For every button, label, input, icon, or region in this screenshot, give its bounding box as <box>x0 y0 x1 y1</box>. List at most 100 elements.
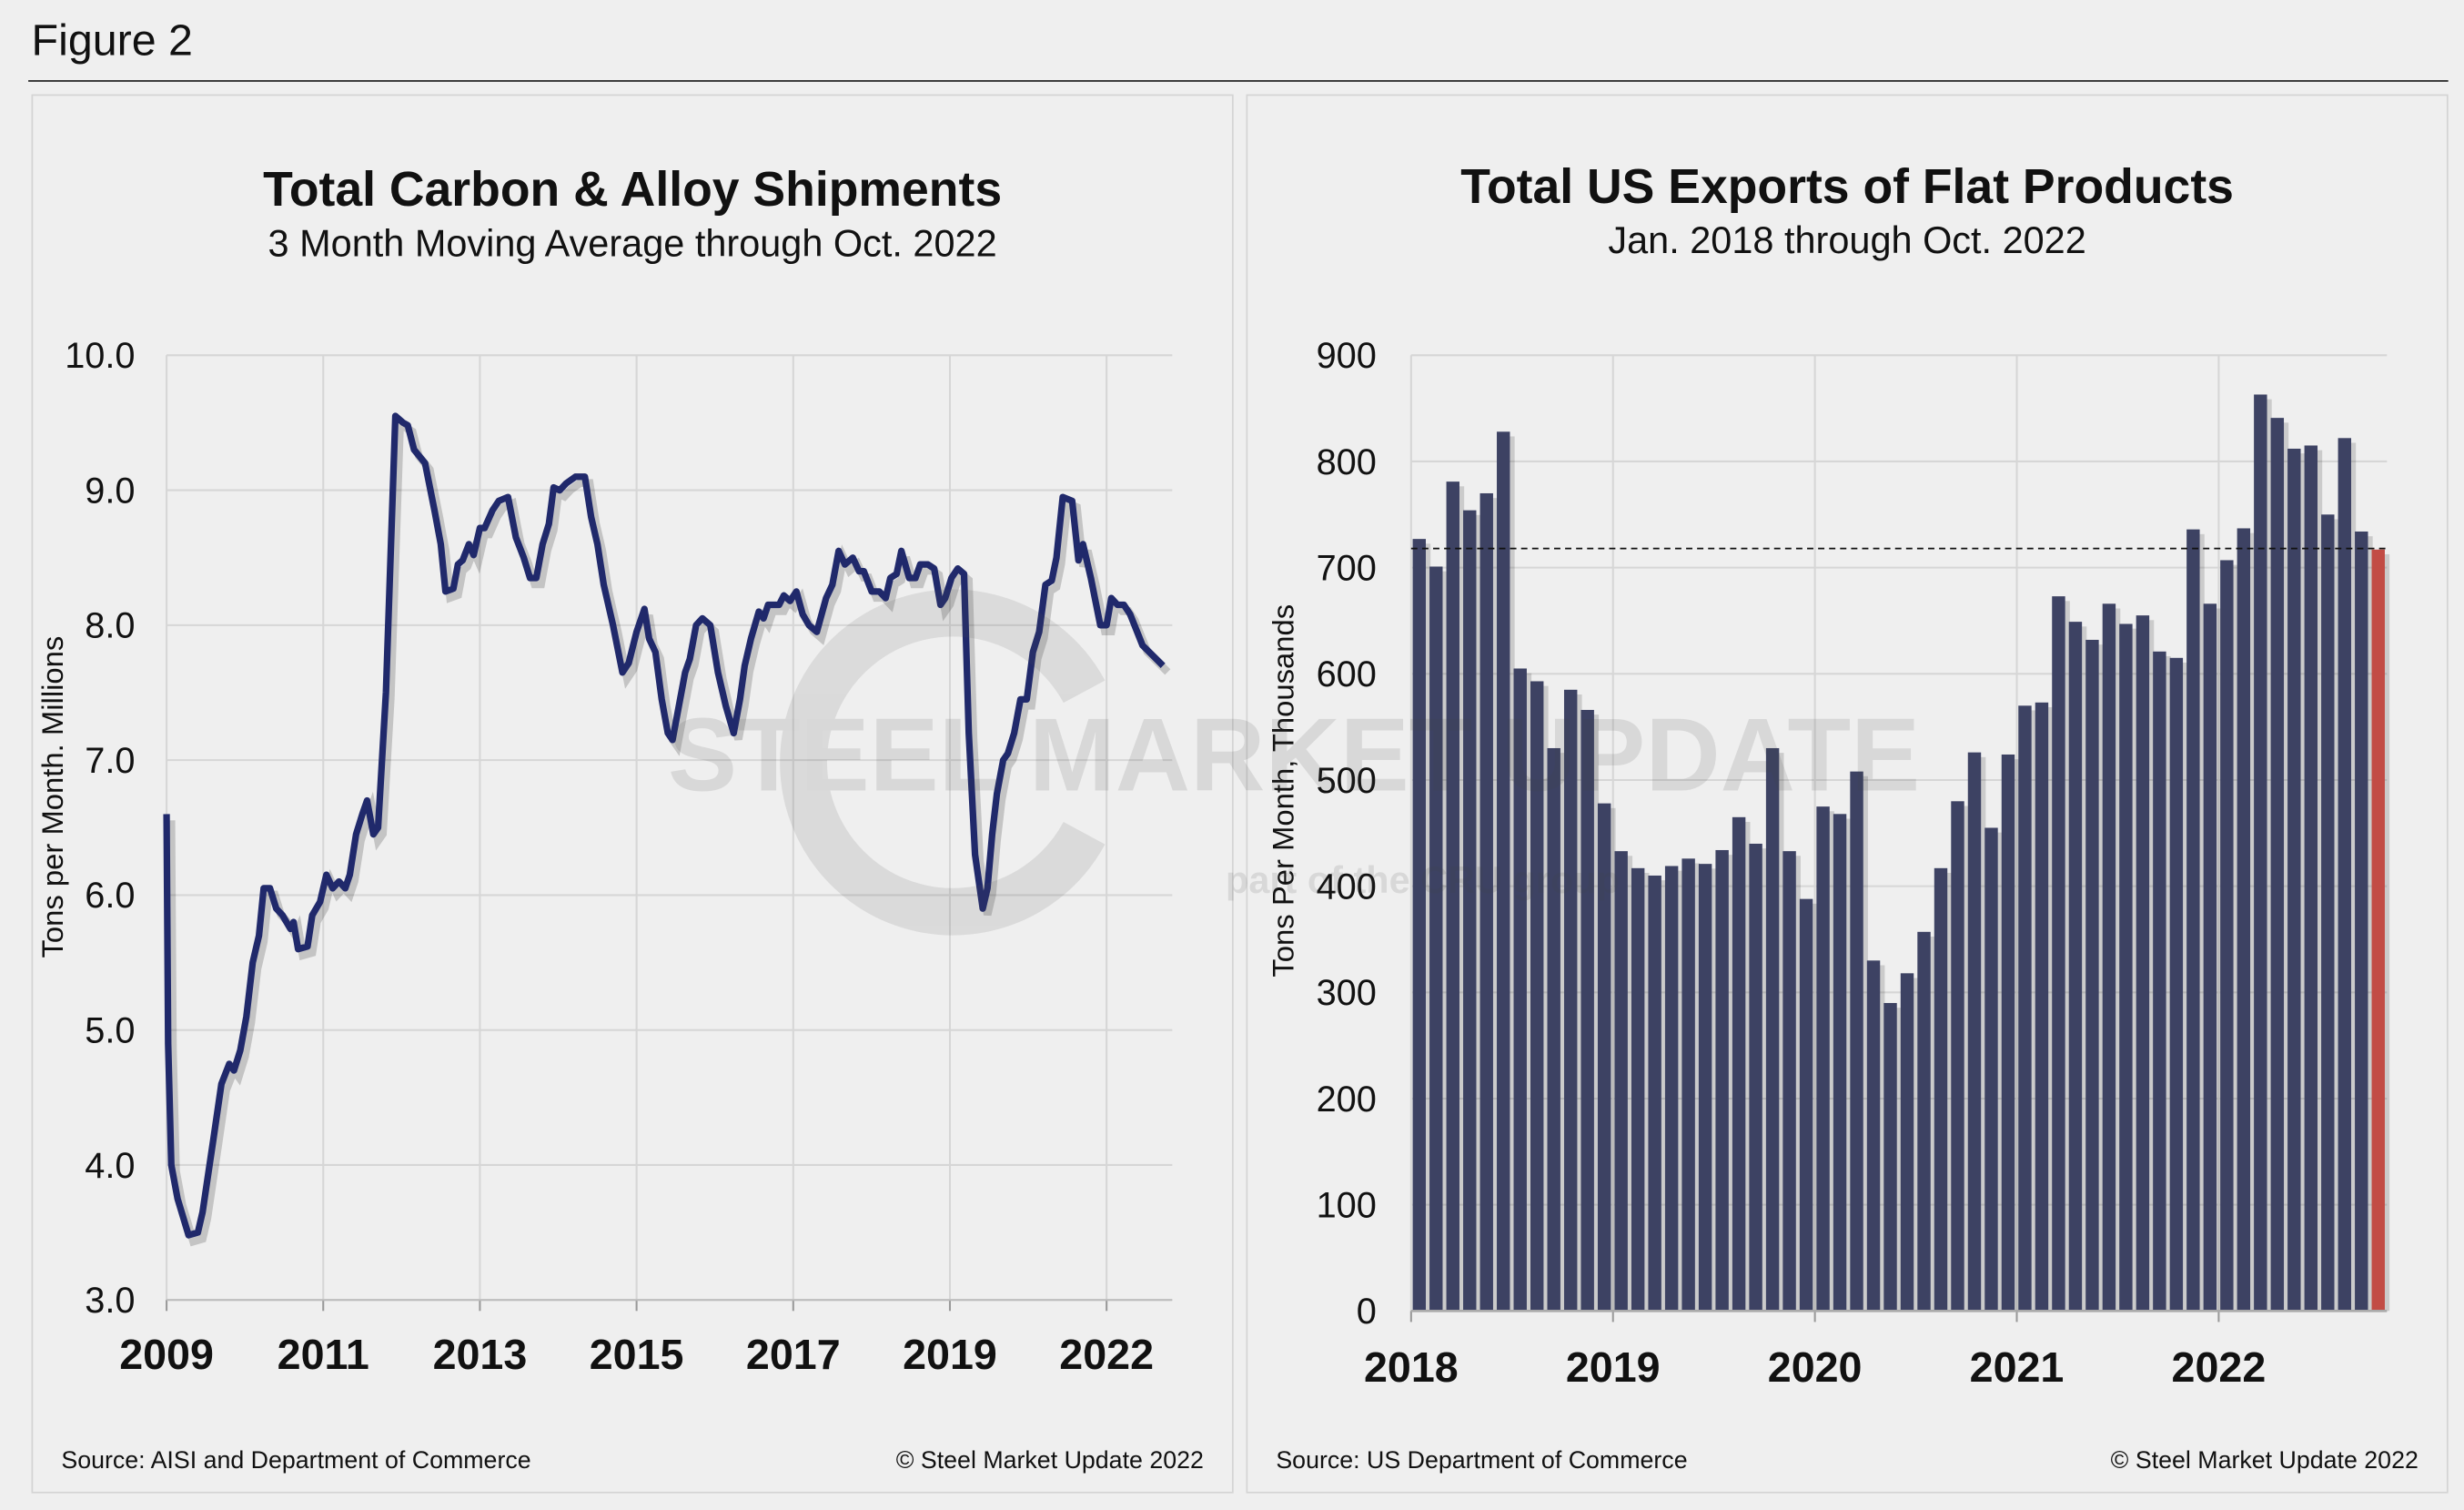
source-note: Source: US Department of Commerce <box>1276 1447 1688 1475</box>
chart-subtitle: 3 Month Moving Average through Oct. 2022 <box>268 223 997 266</box>
y-tick-label: 600 <box>1317 654 1377 694</box>
bar <box>1934 867 1948 1312</box>
y-tick-label: 4.0 <box>85 1146 135 1186</box>
x-tick-label: 2017 <box>746 1331 841 1378</box>
bar <box>1597 803 1611 1312</box>
bar <box>2270 418 2285 1312</box>
y-axis-title: Tons per Month. Millions <box>37 635 71 958</box>
bar <box>1446 481 1459 1312</box>
bar <box>2136 615 2150 1312</box>
bar-latest <box>2371 549 2385 1312</box>
shipments-series-line <box>163 412 1166 1239</box>
bar <box>2355 531 2368 1312</box>
x-tick-label: 2019 <box>1566 1343 1661 1391</box>
copyright-note: © Steel Market Update 2022 <box>2110 1447 2419 1475</box>
x-tick-label: 2022 <box>2172 1343 2267 1391</box>
bar <box>1732 816 1746 1312</box>
bar <box>2254 394 2267 1312</box>
bar <box>2338 438 2351 1312</box>
bar <box>1563 689 1578 1312</box>
bar <box>1698 864 1712 1312</box>
x-tick-label: 2021 <box>1970 1343 2065 1391</box>
x-tick-label: 2015 <box>590 1331 684 1378</box>
title-divider <box>28 80 2449 82</box>
chart-subtitle: Jan. 2018 through Oct. 2022 <box>1608 219 2086 263</box>
figure-title: Figure 2 <box>31 15 193 65</box>
bar <box>2304 445 2318 1312</box>
exports-chart: 0 100 200 300 400 500 600 700 800 900 2018 2019 2020… <box>1317 336 2390 1391</box>
x-tick-label: 2019 <box>903 1331 997 1378</box>
bar <box>1479 492 1493 1312</box>
x-tick-label: 2013 <box>433 1331 528 1378</box>
bar <box>2287 448 2301 1312</box>
y-tick-label: 500 <box>1317 761 1377 801</box>
bar <box>1513 668 1527 1312</box>
bar <box>1463 510 1477 1312</box>
y-tick-label: 800 <box>1317 442 1377 482</box>
chart-title: Total Carbon & Alloy Shipments <box>263 161 1003 218</box>
x-tick-label: 2009 <box>119 1331 214 1378</box>
bar <box>1900 973 1914 1312</box>
y-tick-label: 200 <box>1317 1079 1377 1120</box>
bar <box>2153 651 2166 1312</box>
bar <box>1681 858 1695 1312</box>
bar <box>1850 771 1863 1312</box>
x-tick-label: 2020 <box>1768 1343 1863 1391</box>
y-tick-label: 10.0 <box>65 336 135 376</box>
y-tick-label: 700 <box>1317 548 1377 588</box>
y-tick-label: 900 <box>1317 336 1377 376</box>
bar <box>1749 843 1762 1312</box>
series-line-shadow <box>167 413 1171 1247</box>
bar <box>1951 801 1964 1312</box>
bar <box>1580 709 1594 1312</box>
bar <box>1429 566 1443 1312</box>
bar <box>1715 849 1729 1312</box>
bar <box>1530 681 1544 1312</box>
bar <box>1799 898 1813 1312</box>
y-tick-label: 6.0 <box>85 876 135 916</box>
y-tick-label: 9.0 <box>85 471 135 511</box>
y-tick-label: 100 <box>1317 1185 1377 1225</box>
bar <box>1967 752 1982 1312</box>
bar <box>2220 560 2234 1312</box>
bar <box>1866 960 1881 1312</box>
shipments-chart: 3.0 4.0 5.0 6.0 7.0 8.0 9.0 10.0 2009 2011 2013 201… <box>65 336 1173 1378</box>
bar <box>1917 931 1931 1312</box>
bar <box>2085 639 2099 1312</box>
bar <box>1614 851 1628 1312</box>
bar <box>1631 867 1645 1312</box>
bar <box>2237 528 2251 1312</box>
y-axis-title: Tons Per Month, Thousands <box>1267 603 1301 978</box>
bar <box>1883 1002 1897 1312</box>
shipments-chart-panel: 3.0 4.0 5.0 6.0 7.0 8.0 9.0 10.0 2009 2011 2013 201… <box>31 94 1234 1494</box>
x-tick-label: 2018 <box>1364 1343 1459 1391</box>
copyright-note: © Steel Market Update 2022 <box>895 1447 1204 1475</box>
bar <box>2052 596 2065 1312</box>
chart-title: Total US Exports of Flat Products <box>1460 158 2234 214</box>
bar <box>2186 529 2200 1312</box>
y-tick-label: 300 <box>1317 973 1377 1013</box>
x-tick-label: 2022 <box>1059 1331 1154 1378</box>
x-tick-label: 2011 <box>278 1331 369 1378</box>
bar <box>1412 539 1426 1312</box>
bar <box>1497 431 1510 1312</box>
bar <box>1664 866 1679 1312</box>
bar <box>2018 705 2032 1312</box>
bar <box>2001 754 2015 1312</box>
bar <box>2169 657 2184 1312</box>
y-tick-label: 8.0 <box>85 606 135 646</box>
y-tick-label: 7.0 <box>85 741 135 781</box>
bar <box>2321 514 2335 1312</box>
y-tick-label: 3.0 <box>85 1281 135 1321</box>
bar <box>1782 851 1796 1312</box>
bar <box>2203 603 2217 1312</box>
bar <box>1648 875 1661 1312</box>
bar <box>2119 623 2133 1312</box>
exports-chart-panel: 0 100 200 300 400 500 600 700 800 900 2018 2019 2020… <box>1246 94 2449 1494</box>
bar <box>1816 806 1830 1312</box>
bar <box>1547 747 1560 1312</box>
bar <box>1833 814 1847 1312</box>
bar <box>2102 603 2116 1312</box>
y-tick-label: 400 <box>1317 866 1377 907</box>
